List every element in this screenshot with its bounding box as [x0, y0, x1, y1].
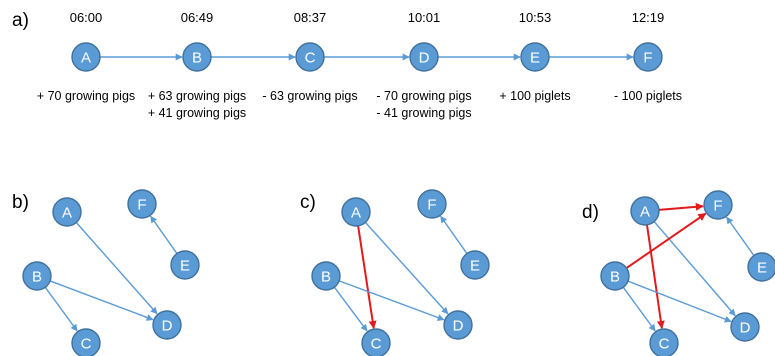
panel-d-node-e-label: E: [757, 260, 767, 277]
panel-b-node-f: [127, 189, 157, 219]
panel-c-node-e-label: E: [470, 258, 480, 275]
panel-c-label: c): [300, 192, 316, 213]
panel-d-edge-b-to-f-highlighted: [625, 212, 707, 269]
panel-b-node-c-label: C: [81, 336, 92, 353]
panel-d-node-f: [703, 190, 733, 220]
panel-d-edge-b-to-c: [622, 286, 656, 332]
panel-d-edge-b-to-d: [627, 280, 732, 323]
panel-d-node-f-label: F: [713, 198, 722, 215]
panel-d-node-a-label: A: [640, 204, 650, 221]
panel-b-node-e-label: E: [180, 258, 190, 275]
panel-b-node-b-label: B: [32, 269, 42, 286]
panel-b-edge-b-to-d: [49, 280, 154, 321]
panel-b-node-a: [52, 197, 82, 227]
panel-d-label: d): [582, 202, 599, 223]
panel-a-node-c: [295, 42, 325, 72]
panel-a-label: a): [12, 10, 29, 31]
event-label-e-1: + 100 piglets: [499, 89, 570, 103]
panel-d-node-b: [600, 261, 630, 291]
panel-a-node-f: [633, 42, 663, 72]
panel-c-edge-a-to-d: [364, 221, 449, 315]
panel-d-edge-a-to-c-highlighted: [646, 224, 665, 329]
event-label-d-2: - 41 growing pigs: [376, 106, 471, 120]
panel-a-node-a-label: A: [81, 50, 91, 67]
panel-d-node-d-label: D: [740, 320, 751, 337]
time-label-b: 06:49: [181, 10, 214, 25]
event-label-c-1: - 63 growing pigs: [262, 89, 357, 103]
panel-b-node-f-label: F: [137, 197, 146, 214]
panel-d-node-d: [730, 312, 760, 342]
panel-c-edge-b-to-d: [338, 280, 445, 321]
panel-b-edge-e-to-f: [150, 215, 178, 254]
panel-c-node-a: [341, 197, 371, 227]
panel-a-node-d-label: D: [419, 50, 430, 67]
panel-b-node-b: [22, 261, 52, 291]
time-label-c: 08:37: [294, 10, 327, 25]
panel-c-node-c-label: C: [371, 336, 382, 353]
panel-a-node-b-label: B: [192, 50, 202, 67]
panel-a-node-e: [520, 42, 550, 72]
event-label-b-2: + 41 growing pigs: [148, 106, 246, 120]
panel-c-node-b: [311, 261, 341, 291]
panel-b-edge-b-to-c: [44, 286, 78, 332]
panel-d-node-c-label: C: [659, 336, 670, 353]
panel-a-node-b: [182, 42, 212, 72]
panel-b-label: b): [12, 192, 29, 213]
event-label-b-1: + 63 growing pigs: [148, 89, 246, 103]
edges-layer: [44, 53, 755, 332]
panel-c-node-f-label: F: [427, 197, 436, 214]
time-label-f: 12:19: [632, 10, 665, 25]
panel-d-node-a: [630, 196, 660, 226]
time-label-e: 10:53: [519, 10, 552, 25]
panel-a-node-e-label: E: [530, 50, 540, 67]
panel-c-node-d-label: D: [453, 318, 464, 335]
nodes-layer: [22, 42, 775, 356]
labels-layer: a) A 06:00 + 70 growing pigs B 06:49 + 63 grow…: [12, 10, 767, 353]
panel-b-node-e: [170, 250, 200, 280]
panel-a-node-c-label: C: [305, 50, 316, 67]
panel-c-edge-e-to-f: [440, 215, 468, 254]
panel-d-edge-e-to-f: [726, 216, 755, 256]
panel-c-node-e: [460, 250, 490, 280]
panel-c-edge-a-to-c-highlighted: [357, 225, 377, 329]
panel-d-edge-a-to-f-highlighted: [658, 202, 704, 211]
panel-b-node-a-label: A: [62, 205, 72, 222]
event-label-d-1: - 70 growing pigs: [376, 89, 471, 103]
event-label-a-1: + 70 growing pigs: [37, 89, 135, 103]
panel-a-node-f-label: F: [643, 50, 652, 67]
panel-d-edge-a-to-d: [653, 221, 736, 317]
panel-b-edge-a-to-d: [75, 222, 158, 315]
panel-c-edge-b-to-c: [333, 286, 368, 332]
time-label-d: 10:01: [408, 10, 441, 25]
panel-c-node-c: [361, 328, 391, 356]
panel-d-node-c: [649, 328, 679, 356]
panel-c-node-b-label: B: [321, 269, 331, 286]
panel-a-node-d: [409, 42, 439, 72]
panel-d-node-e: [747, 252, 775, 282]
panel-d-node-b-label: B: [610, 269, 620, 286]
panel-a-node-a: [71, 42, 101, 72]
panel-c-node-a-label: A: [351, 205, 361, 222]
time-label-a: 06:00: [70, 10, 103, 25]
panel-c-node-f: [417, 189, 447, 219]
panel-b-node-d-label: D: [162, 318, 173, 335]
panel-b-node-c: [71, 328, 101, 356]
panel-c-node-d: [443, 310, 473, 340]
event-label-f-1: - 100 piglets: [614, 89, 682, 103]
panel-b-node-d: [152, 310, 182, 340]
